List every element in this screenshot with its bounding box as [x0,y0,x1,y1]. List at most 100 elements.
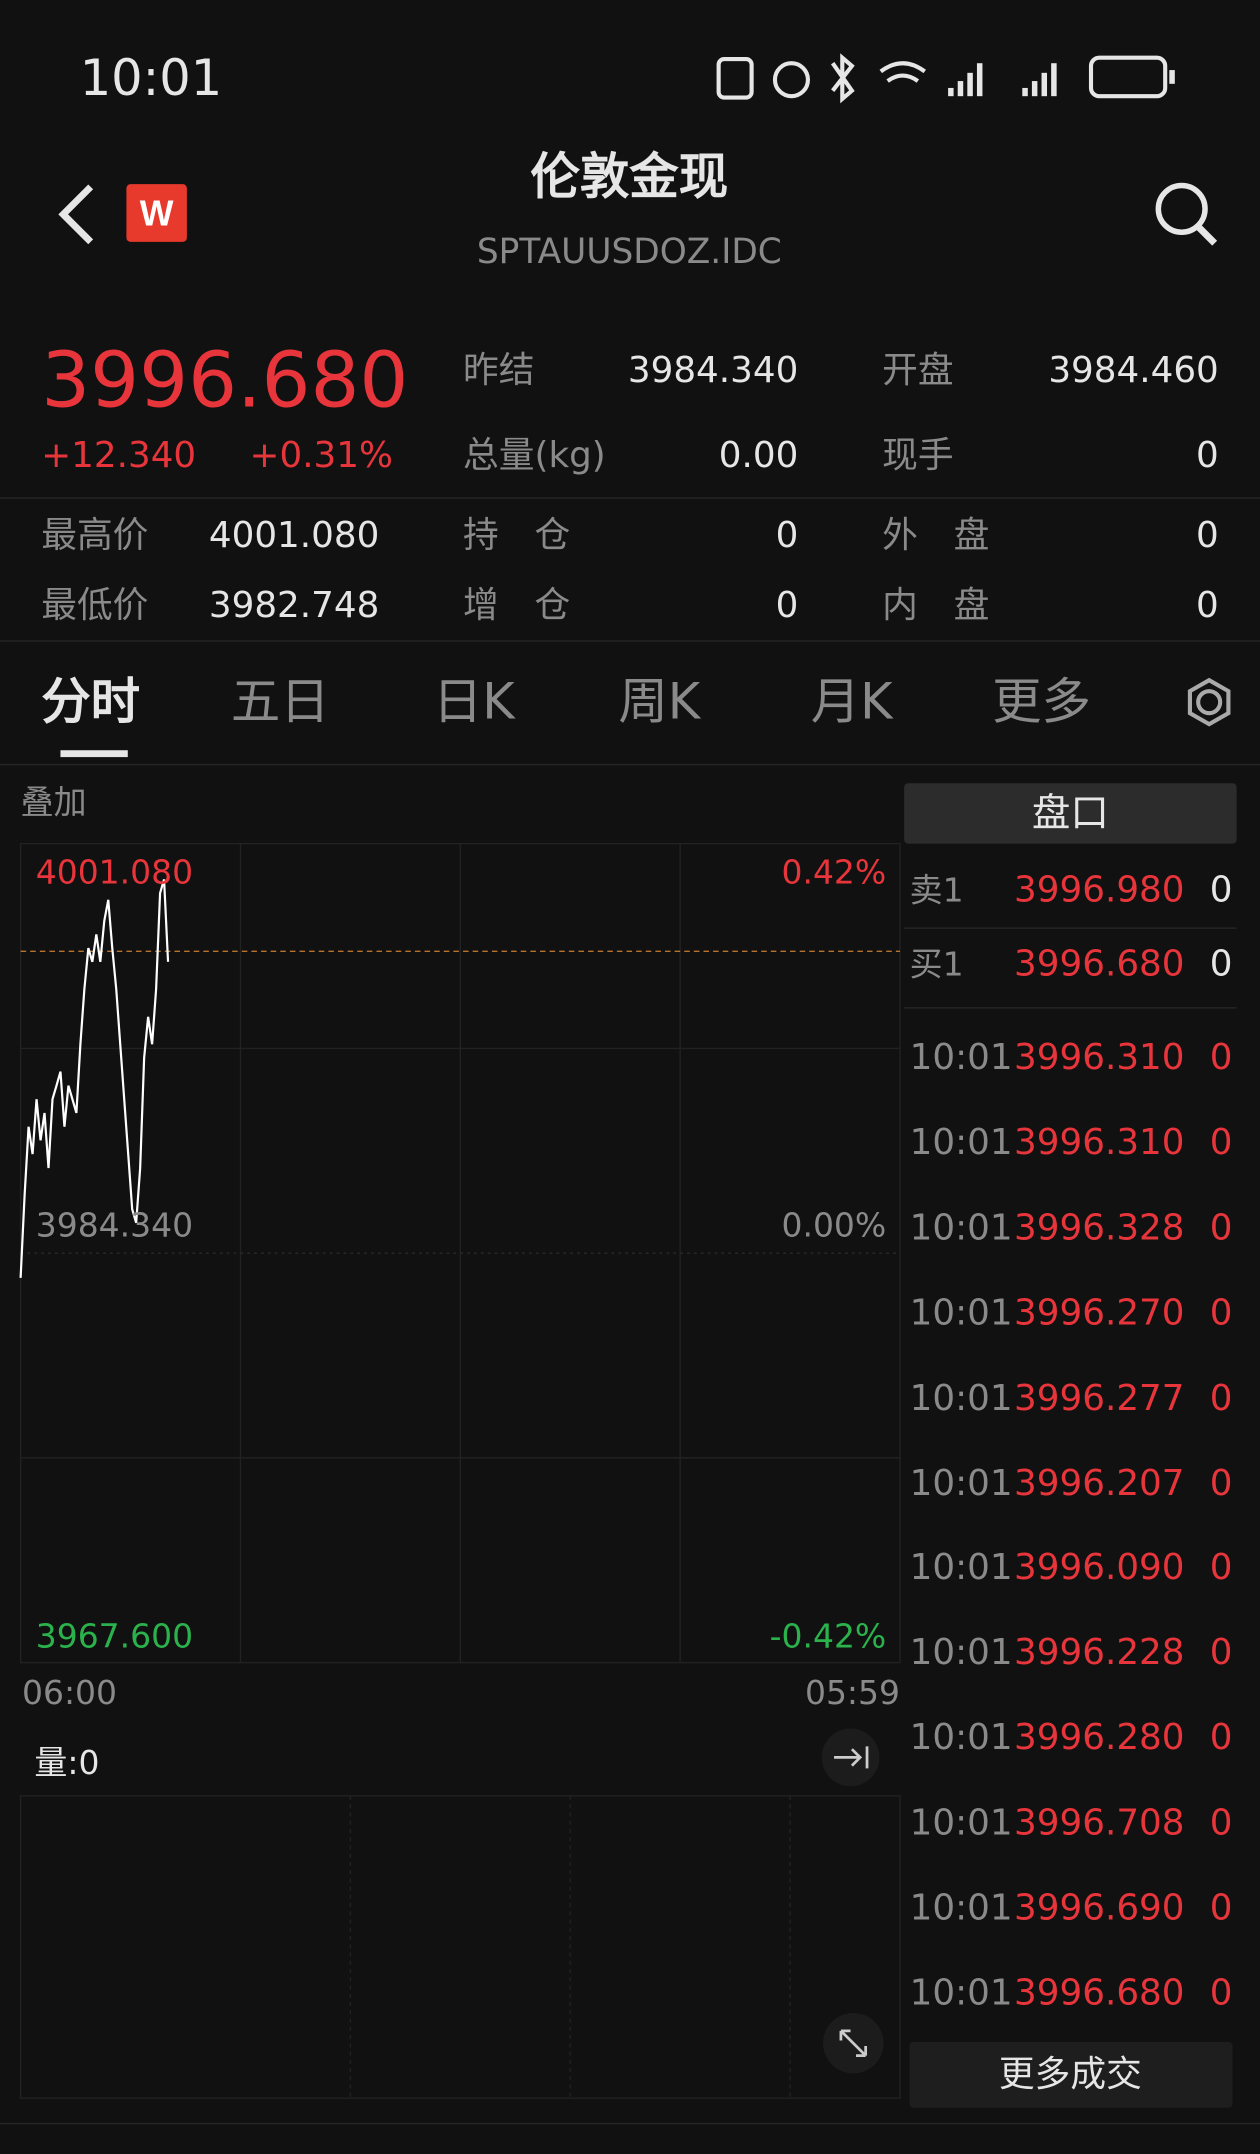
book-price: 3996.980 [1014,869,1185,911]
x-label: 06:00 [21,1673,118,1713]
trade-volume: 0 [1209,1802,1233,1845]
trade-time: 10:01 [909,1972,1013,2015]
volume-label: 量:0 [34,1743,100,1783]
trade-time: 10:01 [909,1887,1013,1930]
stat-label: 开盘 [882,350,954,392]
price: 3996.680 [41,336,409,426]
more-trades-button[interactable] [909,2041,1233,2108]
trade-price: 3996.270 [1014,1292,1185,1334]
search-button[interactable] [1155,182,1218,246]
divider [0,497,1260,499]
trade-time: 10:01 [909,1292,1013,1334]
trade-price: 3996.310 [1014,1122,1185,1164]
tab[interactable]: 分时 [41,674,141,731]
more-trades[interactable]: 更多成交 [998,2054,1142,2096]
change-pct: +0.31% [249,435,393,477]
trade-time: 10:01 [909,1802,1013,1845]
order-book-button[interactable] [904,783,1237,844]
side: 卖1 [909,871,964,910]
y-max-label: 4001.080 [35,853,194,892]
stat-label: 增 仓 [463,585,571,627]
pct-label: 0.00% [781,1206,887,1245]
title: 伦敦金现 [530,149,729,207]
stat-label: 最高价 [41,515,149,557]
divider [0,2122,1260,2125]
order-book-title: 盘口 [1031,790,1109,836]
trade-volume: 0 [1209,1377,1233,1419]
stat-label: 外 盘 [882,515,990,557]
book-volume: 0 [1209,869,1233,911]
book-volume: 0 [1209,943,1233,986]
stat-label: 昨结 [463,350,535,392]
x-label: 05:59 [804,1673,901,1713]
trade-price: 3996.090 [1014,1547,1185,1589]
divider [0,763,1260,766]
trade-price: 3996.328 [1014,1207,1185,1249]
trade-volume: 0 [1209,1972,1233,2015]
trade-volume: 0 [1209,1462,1233,1504]
stat-value: 0 [775,585,799,627]
divider [0,640,1260,642]
status-time: 10:01 [79,50,223,108]
overlay-label[interactable]: 叠加 [20,783,87,822]
trade-price: 3996.708 [1014,1802,1185,1845]
stat-value: 4001.080 [208,515,380,557]
svg-text:W: W [140,193,174,233]
stat-value: 0.00 [718,435,799,477]
back-button[interactable] [58,184,94,245]
change: +12.340 [41,435,197,477]
tab[interactable]: 日K [432,674,515,731]
trade-volume: 0 [1209,1037,1233,1079]
side: 买1 [909,945,964,984]
trade-time: 10:01 [909,1207,1013,1249]
trade-volume: 0 [1209,1207,1233,1249]
stat-value: 3982.748 [208,585,380,627]
tab[interactable]: 更多 [992,674,1092,731]
trade-price: 3996.680 [1014,1972,1185,2015]
stat-value: 0 [1196,515,1219,557]
trade-price: 3996.228 [1014,1632,1185,1675]
y-min-label: 3967.600 [35,1617,194,1656]
price-line [19,879,170,1278]
divider [904,1007,1237,1009]
stat-value: 0 [1196,585,1219,627]
trade-volume: 0 [1209,1547,1233,1589]
trade-time: 10:01 [909,1122,1013,1164]
trade-volume: 0 [1209,1292,1233,1334]
divider [904,927,1237,929]
pct-label: -0.42% [769,1617,887,1656]
tab[interactable]: 周K [618,674,701,731]
pct-label: 0.42% [781,853,887,892]
tab[interactable]: 月K [810,674,893,731]
tab-underline [60,750,128,758]
trade-volume: 0 [1209,1122,1233,1164]
settings-button[interactable] [1187,677,1231,727]
mid-label: 3984.340 [35,1206,194,1245]
stat-label: 现手 [882,435,954,477]
tab[interactable]: 五日 [230,674,330,731]
stat-value: 3984.460 [1048,350,1219,392]
trade-time: 10:01 [909,1547,1013,1589]
stat-value: 0 [1196,435,1219,477]
code: SPTAUUSDOZ.IDC [476,231,782,272]
trade-time: 10:01 [909,1632,1013,1675]
trade-price: 3996.310 [1014,1037,1185,1079]
trade-volume: 0 [1209,1632,1233,1675]
trade-price: 3996.280 [1014,1717,1185,1760]
trade-volume: 0 [1209,1887,1233,1930]
trade-time: 10:01 [909,1717,1013,1760]
stat-value: 0 [775,515,799,557]
stat-label: 内 盘 [882,585,990,627]
stat-value: 3984.340 [627,350,799,392]
trade-time: 10:01 [909,1037,1013,1079]
trade-price: 3996.690 [1014,1887,1185,1930]
book-price: 3996.680 [1014,943,1185,986]
trade-time: 10:01 [909,1377,1013,1419]
price-chart [19,879,901,1278]
stat-label: 持 仓 [463,515,571,557]
stat-label: 最低价 [41,585,149,627]
trade-time: 10:01 [909,1462,1013,1504]
trade-volume: 0 [1209,1717,1233,1760]
stat-label: 总量(kg) [463,435,606,477]
